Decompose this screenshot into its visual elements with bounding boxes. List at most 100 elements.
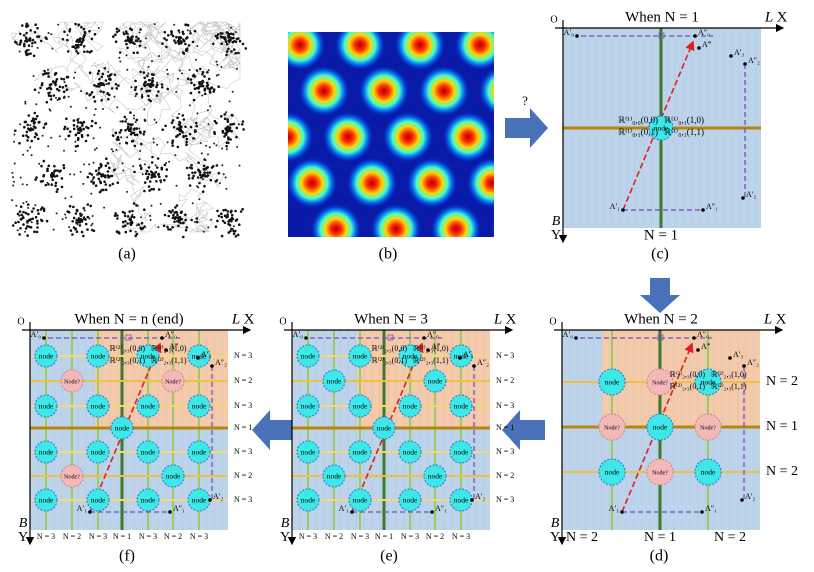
spike: [221, 32, 224, 35]
heat-blob: [288, 32, 326, 71]
spike: [166, 141, 169, 144]
spike: [102, 90, 105, 94]
spike: [175, 204, 179, 207]
spike: [86, 203, 90, 206]
spike: [139, 28, 142, 31]
spike: [215, 121, 218, 125]
spike: [111, 134, 115, 137]
spike: [188, 104, 191, 107]
spike: [22, 210, 25, 214]
spike: [131, 213, 134, 216]
spike: [140, 221, 144, 225]
spike: [171, 144, 174, 147]
spike: [74, 227, 77, 230]
spike: [227, 141, 230, 145]
spike: [140, 142, 143, 146]
spike: [185, 166, 189, 170]
point: [472, 364, 476, 368]
spike: [200, 152, 203, 155]
spike: [222, 173, 225, 176]
spike: [185, 143, 188, 147]
spike: [198, 173, 202, 177]
spike: [103, 174, 107, 177]
spike: [83, 50, 86, 54]
spike: [27, 212, 30, 216]
node-label: Node?: [700, 425, 716, 431]
spike: [139, 40, 142, 43]
spike: [121, 220, 125, 224]
spike: [32, 207, 35, 210]
spike: [192, 174, 195, 178]
spike: [22, 223, 25, 226]
spike: [239, 210, 243, 213]
spike: [135, 85, 138, 88]
spike: [90, 228, 94, 232]
spike: [35, 230, 38, 233]
right-label: N = 2: [766, 464, 798, 479]
spike: [129, 133, 133, 136]
spike: [42, 207, 46, 211]
node-label: Node?: [604, 425, 620, 431]
node: [296, 440, 320, 464]
node: [646, 413, 674, 441]
spike: [161, 128, 164, 131]
point-label: A′₀: [31, 330, 42, 339]
node: [348, 488, 372, 512]
spike: [75, 209, 79, 213]
node: [694, 413, 722, 441]
node: [322, 369, 346, 393]
point: [430, 510, 434, 514]
node: [398, 344, 422, 368]
node: [398, 440, 422, 464]
spike: [203, 171, 206, 174]
node-label: node: [141, 448, 156, 457]
spike: [43, 72, 47, 75]
spike: [33, 230, 36, 233]
spike: [229, 229, 232, 233]
spike: [232, 48, 236, 51]
spike: [210, 218, 213, 221]
spike: [154, 170, 158, 174]
spike: [238, 39, 242, 43]
spike: [226, 31, 229, 35]
spike: [147, 172, 151, 176]
node-label: Node?: [64, 474, 80, 480]
spike: [209, 86, 213, 90]
spike: [158, 55, 160, 57]
spike: [193, 29, 197, 33]
spike: [39, 86, 42, 90]
spike: [197, 169, 201, 172]
spike: [153, 23, 156, 26]
spike: [224, 38, 227, 41]
spike: [18, 50, 21, 53]
point: [304, 336, 308, 340]
node-label: node: [428, 472, 443, 481]
spike: [178, 215, 182, 219]
axis-label: X: [777, 9, 788, 25]
spike: [94, 184, 98, 187]
spike: [169, 228, 172, 231]
spike: [73, 76, 76, 79]
spike: [224, 40, 228, 44]
spike: [171, 209, 174, 212]
spike: [240, 123, 244, 126]
spike: [159, 181, 162, 184]
arrow-right: [505, 108, 548, 148]
spike: [150, 204, 153, 207]
axis-label: Y: [551, 228, 561, 243]
spike: [234, 209, 237, 213]
spike: [19, 41, 22, 44]
spike: [72, 127, 76, 131]
spike: [167, 214, 170, 218]
spike: [206, 109, 209, 112]
spike: [112, 150, 114, 153]
point-label: A‴: [702, 40, 712, 49]
right-label: N = 2: [496, 471, 514, 480]
spike: [151, 77, 154, 80]
node: [187, 440, 211, 464]
spike: [26, 123, 30, 127]
node-label: node: [403, 448, 418, 457]
spike: [33, 30, 37, 34]
spike: [32, 75, 35, 78]
spike: [187, 174, 191, 177]
